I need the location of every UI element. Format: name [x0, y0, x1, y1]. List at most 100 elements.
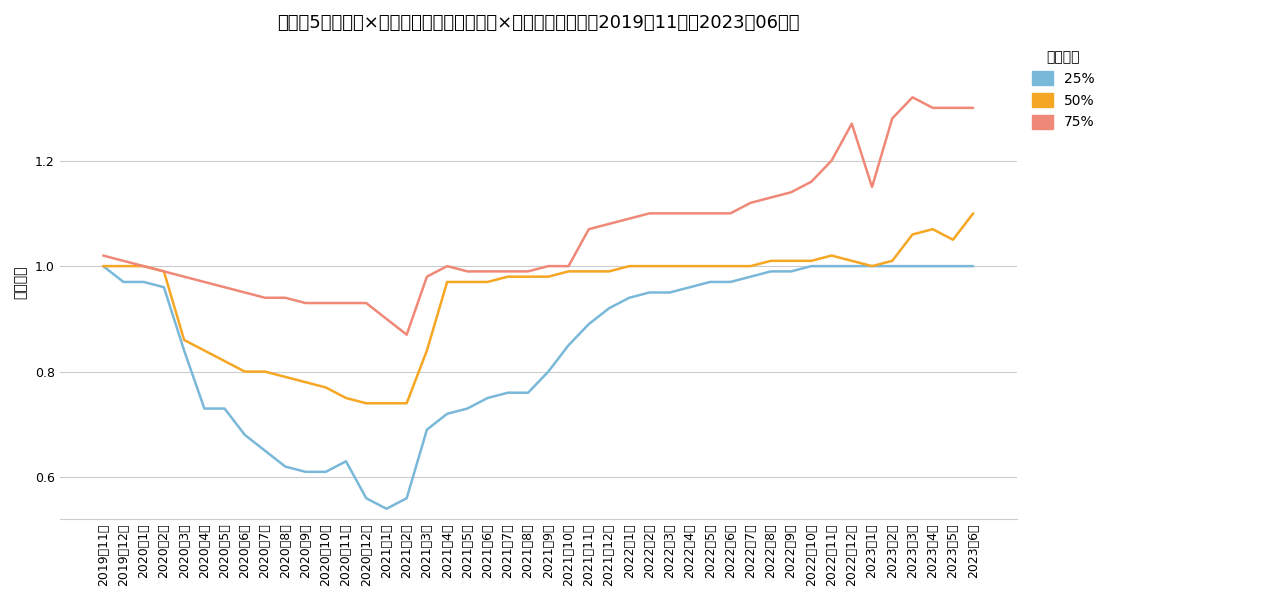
50% [561, 268, 576, 275]
Line: 50%: 50% [104, 214, 974, 403]
50% [318, 384, 333, 391]
50% [622, 263, 637, 270]
25% [500, 389, 515, 397]
50% [784, 257, 799, 265]
25% [257, 447, 272, 454]
25% [723, 278, 738, 286]
25% [520, 389, 536, 397]
50% [135, 263, 151, 270]
50% [642, 263, 657, 270]
75% [703, 210, 718, 217]
25% [216, 405, 232, 412]
75% [905, 94, 920, 101]
50% [723, 263, 738, 270]
50% [662, 263, 677, 270]
Line: 75%: 75% [104, 97, 974, 335]
25% [662, 289, 677, 296]
50% [96, 263, 111, 270]
75% [642, 210, 657, 217]
50% [743, 263, 758, 270]
75% [156, 268, 171, 275]
50% [439, 278, 454, 286]
25% [298, 468, 313, 475]
75% [763, 194, 779, 201]
75% [237, 289, 252, 296]
Title: 売上高5億円未満×宿泊業、飲食サービス業×売上高（決算期：2019年11月〜2023年06月）: 売上高5億円未満×宿泊業、飲食サービス業×売上高（決算期：2019年11月〜20… [277, 14, 799, 32]
75% [216, 284, 232, 291]
25% [561, 341, 576, 349]
75% [439, 263, 454, 270]
50% [581, 268, 596, 275]
25% [925, 263, 941, 270]
Line: 25%: 25% [104, 266, 974, 509]
Legend: 25%, 50%, 75%: 25%, 50%, 75% [1027, 44, 1100, 135]
25% [763, 268, 779, 275]
25% [905, 263, 920, 270]
50% [925, 226, 941, 233]
25% [703, 278, 718, 286]
75% [318, 299, 333, 307]
50% [682, 263, 698, 270]
75% [885, 115, 900, 122]
50% [844, 257, 860, 265]
25% [379, 505, 394, 512]
75% [601, 220, 617, 227]
75% [96, 252, 111, 259]
25% [237, 431, 252, 439]
50% [196, 347, 211, 354]
50% [905, 231, 920, 238]
50% [804, 257, 819, 265]
50% [541, 273, 556, 280]
75% [743, 199, 758, 206]
50% [216, 358, 232, 365]
50% [885, 257, 900, 265]
25% [824, 263, 839, 270]
75% [804, 178, 819, 185]
50% [419, 347, 434, 354]
75% [682, 210, 698, 217]
75% [541, 263, 556, 270]
25% [885, 263, 900, 270]
75% [480, 268, 495, 275]
75% [379, 315, 394, 322]
75% [277, 294, 292, 301]
25% [581, 320, 596, 328]
25% [115, 278, 130, 286]
75% [298, 299, 313, 307]
75% [399, 331, 414, 338]
75% [257, 294, 272, 301]
50% [703, 263, 718, 270]
50% [601, 268, 617, 275]
25% [176, 347, 191, 354]
50% [358, 400, 373, 407]
25% [541, 368, 556, 375]
25% [338, 458, 353, 465]
50% [176, 337, 191, 344]
50% [460, 278, 475, 286]
50% [966, 210, 981, 217]
50% [399, 400, 414, 407]
25% [156, 284, 171, 291]
75% [925, 104, 941, 112]
25% [135, 278, 151, 286]
75% [176, 273, 191, 280]
25% [804, 263, 819, 270]
25% [196, 405, 211, 412]
25% [865, 263, 880, 270]
50% [338, 394, 353, 401]
75% [966, 104, 981, 112]
25% [460, 405, 475, 412]
25% [743, 273, 758, 280]
Y-axis label: 前年比率: 前年比率 [14, 265, 28, 299]
75% [196, 278, 211, 286]
75% [561, 263, 576, 270]
25% [946, 263, 961, 270]
75% [622, 215, 637, 222]
50% [298, 379, 313, 386]
75% [500, 268, 515, 275]
50% [115, 263, 130, 270]
75% [419, 273, 434, 280]
75% [115, 257, 130, 265]
50% [257, 368, 272, 375]
75% [824, 157, 839, 164]
